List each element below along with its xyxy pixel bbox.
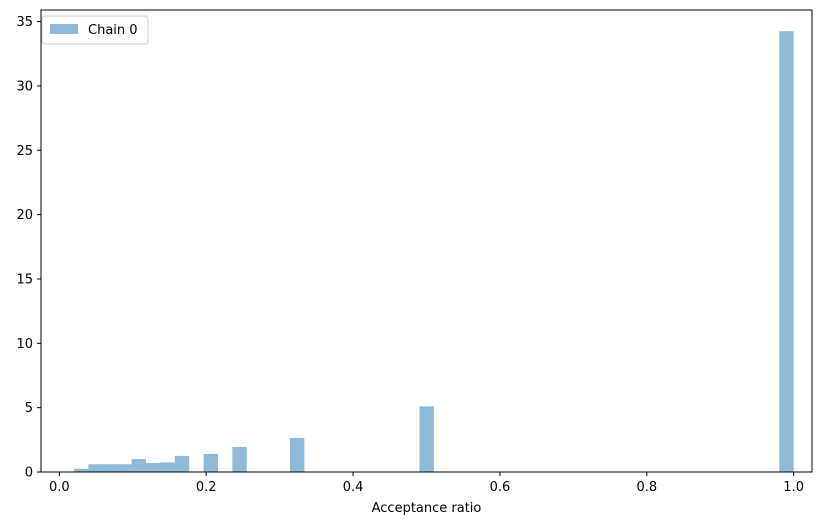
- x-axis-ticks: 0.0 0.2 0.4 0.6 0.8 1.0: [49, 472, 804, 495]
- histogram-bar-11: [419, 406, 434, 472]
- histogram-bar-9: [232, 446, 247, 472]
- y-tick-label-3: 15: [16, 272, 33, 287]
- histogram-bar-5: [146, 462, 161, 472]
- x-tick-label-5: 1.0: [783, 480, 804, 495]
- histogram-bar-3: [117, 464, 132, 472]
- legend-swatch-chain-0: [50, 24, 78, 34]
- y-tick-label-2: 10: [16, 337, 33, 352]
- y-tick-label-6: 30: [16, 79, 33, 94]
- y-tick-label-4: 20: [16, 208, 33, 223]
- x-tick-label-3: 0.6: [490, 480, 511, 495]
- histogram-bar-7: [174, 455, 190, 472]
- y-axis-ticks: 0 5 10 15 20 25 30 35: [16, 15, 41, 481]
- histogram-bar-1: [88, 464, 103, 472]
- y-tick-label-7: 35: [16, 15, 33, 30]
- bars-group: [74, 31, 794, 473]
- histogram-bar-8: [203, 453, 218, 472]
- y-tick-label-5: 25: [16, 144, 33, 159]
- y-tick-label-0: 0: [25, 466, 33, 481]
- plot-frame: [40, 9, 813, 473]
- x-tick-label-0: 0.0: [49, 480, 70, 495]
- plot-area: [41, 10, 812, 472]
- x-tick-label-1: 0.2: [196, 480, 217, 495]
- legend: Chain 0: [41, 15, 149, 45]
- x-axis-label: Acceptance ratio: [372, 501, 482, 516]
- y-tick-label-1: 5: [25, 401, 33, 416]
- legend-frame: [41, 15, 149, 45]
- histogram-bar-2: [102, 464, 118, 472]
- histogram-bar-6: [160, 462, 175, 472]
- histogram-bar-4: [131, 459, 147, 472]
- legend-label-chain-0: Chain 0: [88, 23, 138, 38]
- x-tick-label-4: 0.8: [636, 480, 657, 495]
- x-tick-label-2: 0.4: [343, 480, 364, 495]
- histogram-bar-12: [779, 31, 794, 473]
- histogram-bar-0: [74, 468, 89, 472]
- histogram-bar-10: [289, 437, 305, 472]
